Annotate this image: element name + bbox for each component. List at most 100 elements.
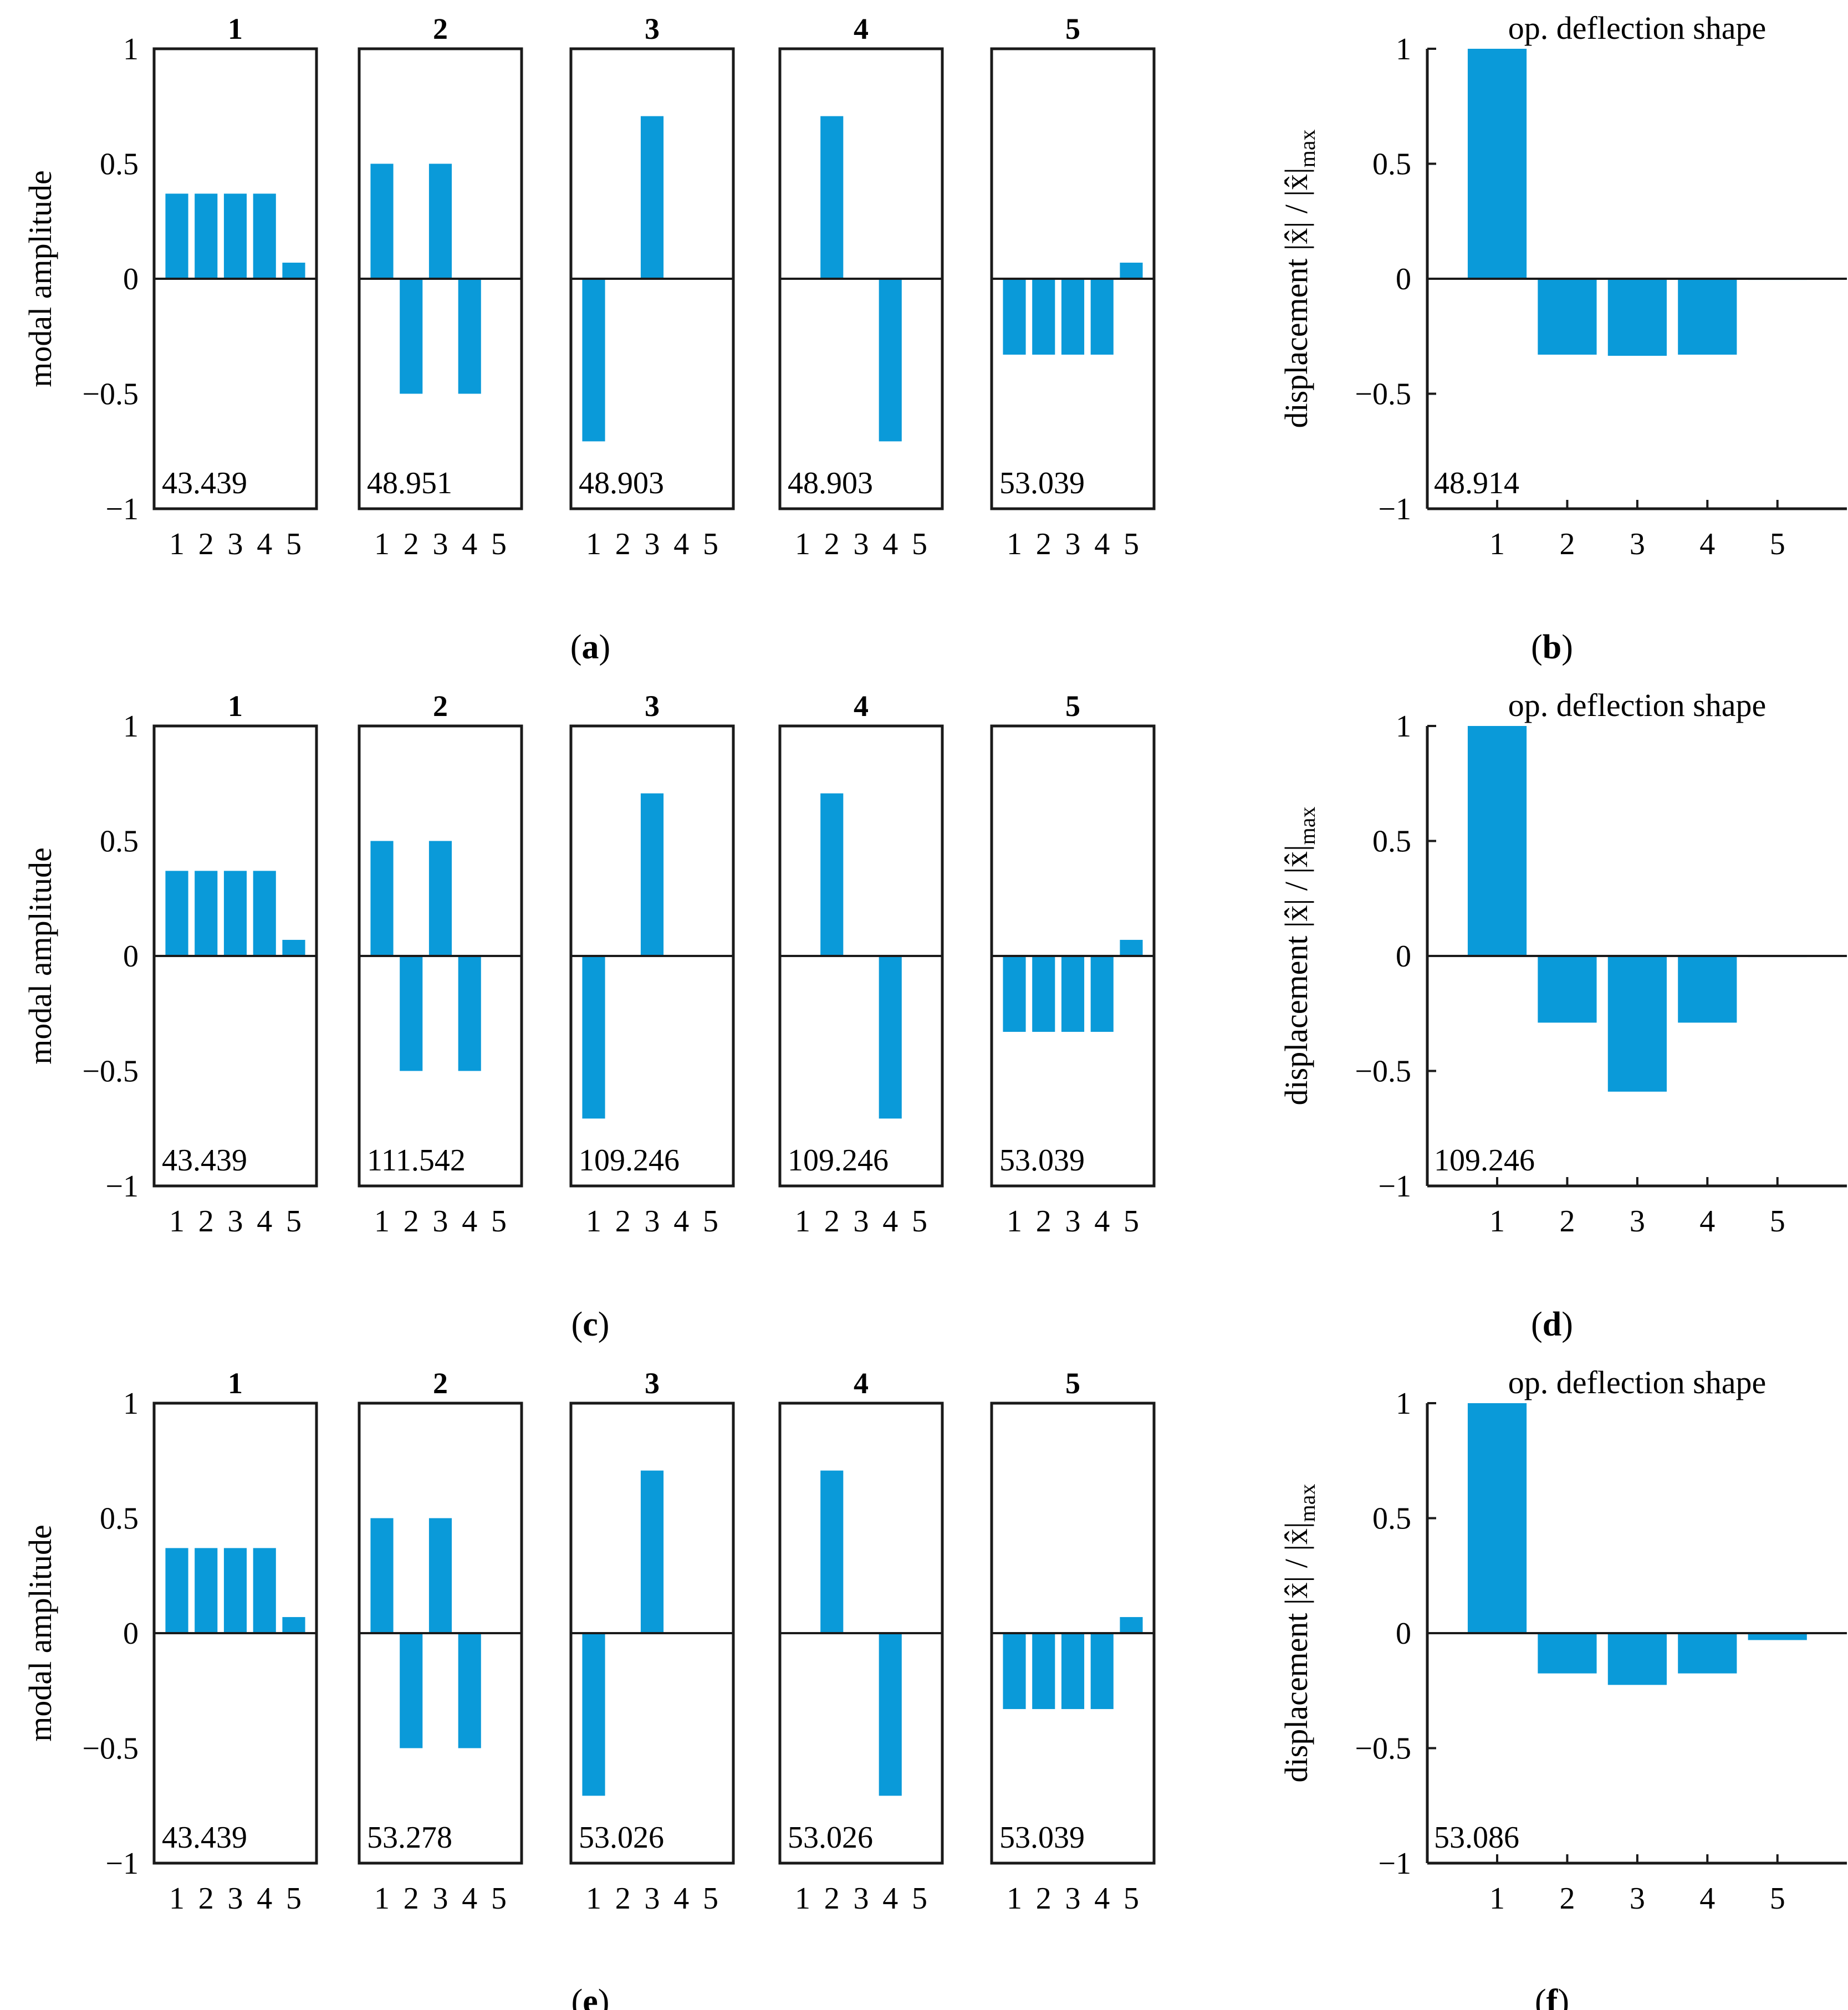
xtick-label: 5: [1124, 1204, 1139, 1239]
bar: [195, 1548, 218, 1633]
panel-title: 3: [645, 1367, 660, 1400]
frequency-annotation: 48.903: [579, 466, 664, 500]
modal-ytick-label: 1: [123, 32, 139, 67]
ods-ytick-label: 1: [1396, 1387, 1411, 1421]
ods-ytick-label: −0.5: [1355, 377, 1411, 412]
bar: [1678, 956, 1737, 1023]
xtick-label: 2: [615, 1204, 631, 1239]
bar: [879, 956, 902, 1119]
ods-ytick-label: 1: [1396, 32, 1411, 67]
panel-title: 4: [854, 689, 869, 723]
xtick-label: 2: [1559, 1881, 1575, 1916]
xtick-label: 4: [257, 527, 272, 561]
bar: [400, 1633, 423, 1748]
bar: [282, 262, 305, 279]
xtick-label: 4: [462, 1204, 477, 1239]
modal-ytick-label: −1: [105, 1847, 139, 1881]
ods-title: op. deflection shape: [1508, 1364, 1766, 1400]
xtick-label: 3: [228, 1881, 243, 1916]
modal-ylabel: modal amplitude: [22, 847, 58, 1064]
xtick-label: 1: [1489, 527, 1505, 561]
modal-ytick-label: 0: [123, 939, 139, 974]
bar: [458, 956, 481, 1071]
bar: [458, 1633, 481, 1748]
xtick-label: 1: [1007, 1204, 1022, 1239]
bar: [1120, 262, 1143, 279]
modal-panel-4: 41 2 3 4 548.903: [778, 12, 944, 561]
xtick-label: 5: [286, 1204, 302, 1239]
ods-ytick-label: 0.5: [1372, 1502, 1411, 1536]
xtick-label: 3: [854, 1881, 869, 1916]
xtick-label: 4: [1094, 527, 1110, 561]
ods-ylabel-main: displacement |x̂| / |x̂|: [1278, 167, 1314, 428]
frequency-annotation: 109.246: [788, 1143, 889, 1178]
xtick-label: 5: [1124, 1881, 1139, 1916]
bar: [1090, 956, 1114, 1032]
frequency-annotation: 109.246: [579, 1143, 680, 1178]
xtick-label: 1: [586, 527, 601, 561]
xtick-label: 1: [169, 1881, 185, 1916]
xtick-label: 1: [586, 1881, 601, 1916]
ods-title: op. deflection shape: [1508, 687, 1766, 723]
ods-ytick-label: −1: [1378, 492, 1411, 526]
modal-ytick-label: −0.5: [82, 1055, 139, 1089]
panel-title: 5: [1065, 689, 1080, 723]
modal-panel-1: 11 2 3 4 543.439: [152, 12, 318, 561]
xtick-label: 5: [703, 1881, 718, 1916]
modal-panel-1: 11 2 3 4 543.439: [152, 1367, 318, 1916]
bar: [820, 116, 844, 279]
bar: [1467, 726, 1527, 956]
bar: [820, 1470, 844, 1633]
bar: [253, 871, 276, 956]
xtick-label: 5: [912, 527, 927, 561]
bar: [400, 956, 423, 1071]
xtick-label: 3: [1065, 527, 1081, 561]
xtick-label: 1: [169, 527, 185, 561]
ods-ylabel-sub: max: [1295, 807, 1320, 845]
modal-panel-5: 51 2 3 4 553.039: [990, 689, 1156, 1239]
axes-frame: [569, 1402, 735, 1865]
modal-ytick-label: 1: [123, 709, 139, 744]
modal-panel-1: 11 2 3 4 543.439: [152, 689, 318, 1239]
modal-panel-3: 31 2 3 4 548.903: [569, 12, 735, 561]
bar: [1607, 956, 1667, 1092]
xtick-label: 4: [257, 1881, 272, 1916]
xtick-label: 4: [1699, 1204, 1715, 1239]
bar: [1120, 1617, 1143, 1633]
frequency-annotation: 53.026: [579, 1820, 664, 1855]
bar: [1032, 279, 1055, 355]
xtick-label: 5: [1770, 1204, 1785, 1239]
ods-title: op. deflection shape: [1508, 10, 1766, 46]
xtick-label: 1: [374, 527, 390, 561]
xtick-label: 4: [882, 527, 898, 561]
panel-title: 1: [228, 1367, 243, 1400]
xtick-label: 2: [615, 527, 631, 561]
caption-letter: f: [1546, 1983, 1559, 2010]
xtick-label: 3: [1630, 1204, 1645, 1239]
xtick-label: 4: [1699, 1881, 1715, 1916]
xtick-label: 2: [404, 1881, 419, 1916]
xtick-label: 5: [912, 1204, 927, 1239]
panel-title: 1: [228, 689, 243, 723]
ods-ylabel: displacement |x̂| / |x̂|max: [1278, 130, 1320, 428]
xtick-label: 3: [854, 527, 869, 561]
xtick-label: 1: [1489, 1204, 1505, 1239]
xtick-label: 1: [586, 1204, 601, 1239]
bar: [1003, 956, 1026, 1032]
xtick-label: 1: [169, 1204, 185, 1239]
xtick-label: 2: [404, 1204, 419, 1239]
axes-frame: [778, 47, 944, 510]
ods-ylabel-sub: max: [1295, 1484, 1320, 1522]
bar: [370, 163, 394, 279]
axes-frame: [990, 47, 1156, 510]
frequency-annotation: 111.542: [367, 1143, 466, 1178]
xtick-label: 5: [286, 527, 302, 561]
bar: [428, 841, 452, 956]
panel-title: 2: [433, 1367, 448, 1400]
ods-ylabel-main: displacement |x̂| / |x̂|: [1278, 845, 1314, 1105]
